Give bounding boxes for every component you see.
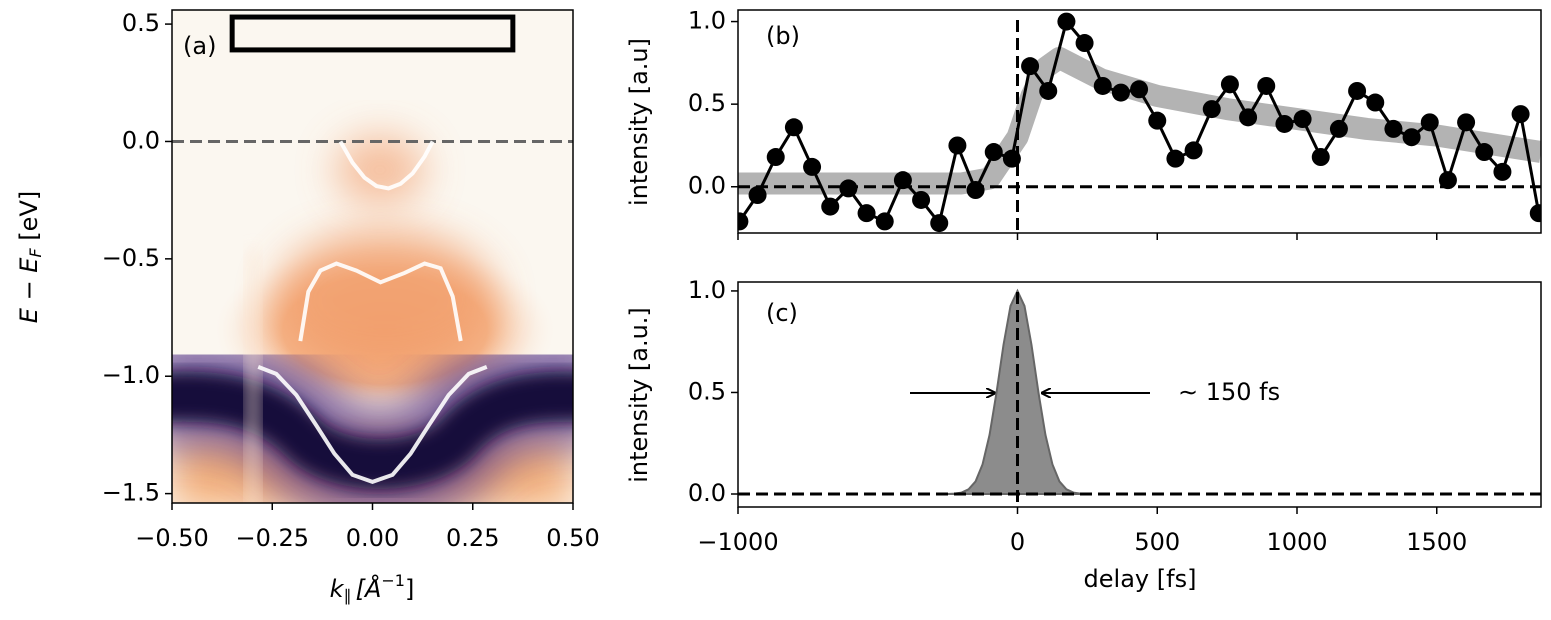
data-point — [1402, 128, 1421, 147]
y-tick-label: −0.5 — [102, 244, 160, 272]
data-point — [1093, 76, 1112, 95]
y-tick-label: 0.5 — [122, 9, 160, 37]
x-tick-label: 1000 — [1266, 528, 1327, 556]
band-curve — [338, 140, 435, 191]
x-tick-label: 0 — [1010, 528, 1025, 556]
axes-frame — [737, 9, 1542, 234]
data-point — [766, 148, 785, 167]
data-point — [1021, 57, 1040, 76]
label-part: E — [15, 307, 43, 323]
data-point — [1529, 204, 1541, 223]
data-point — [748, 186, 767, 205]
data-point — [930, 214, 949, 233]
label-part: E — [15, 257, 43, 273]
data-point — [1311, 148, 1330, 167]
data-point — [984, 143, 1003, 162]
panel-label: (a) — [183, 32, 216, 60]
data-point — [1002, 149, 1021, 168]
data-point — [1184, 141, 1203, 160]
data-point — [1130, 80, 1149, 99]
y-tick-label: −1.0 — [102, 361, 160, 389]
y-tick-label: −1.5 — [102, 479, 160, 507]
y-tick-label: 0.5 — [688, 89, 726, 117]
y-tick-label: 0.0 — [122, 126, 160, 154]
x-tick-label: 500 — [1134, 528, 1180, 556]
data-point — [1257, 76, 1276, 95]
data-point — [875, 212, 894, 231]
data-point — [857, 204, 876, 223]
data-point — [1366, 93, 1385, 112]
x-tick-label: −0.25 — [235, 524, 309, 552]
y-tick-label: 0.0 — [688, 172, 726, 200]
y-tick-label: 1.0 — [688, 7, 726, 35]
data-point — [821, 197, 840, 216]
band-curve — [257, 364, 488, 484]
data-point — [1420, 113, 1439, 132]
x-tick-label: 0.25 — [446, 524, 499, 552]
region-box — [229, 14, 516, 53]
label-part: ∥ — [344, 586, 352, 605]
data-point — [1348, 81, 1367, 100]
fit-band — [738, 46, 1541, 195]
data-point — [1166, 149, 1185, 168]
data-point — [784, 118, 803, 137]
x-tick-label: 0.00 — [346, 524, 399, 552]
x-tick-label: 0.50 — [546, 524, 599, 552]
label-part: k — [330, 575, 345, 603]
y-tick-label: 0.5 — [688, 377, 726, 405]
panel-label: (b) — [766, 22, 800, 50]
y-axis-label: intensity [a.u.] — [625, 307, 653, 483]
x-tick-label: −0.50 — [135, 524, 209, 552]
heatmap — [172, 10, 573, 503]
data-point — [1457, 113, 1476, 132]
plot-area — [738, 12, 1541, 233]
data-point — [912, 190, 931, 209]
annotation: ∼ 150 fs — [1178, 378, 1280, 406]
data-point — [1039, 81, 1058, 100]
y-axis-label: intensity [a.u] — [625, 38, 653, 206]
data-point — [1275, 114, 1294, 133]
band-curve — [298, 261, 463, 342]
data-point — [803, 157, 822, 176]
y-tick-label: 1.0 — [688, 276, 726, 304]
data-point — [839, 179, 858, 198]
panel-label: (c) — [766, 299, 798, 327]
data-point — [1148, 111, 1167, 130]
data-point — [1438, 171, 1457, 190]
y-axis-label: E − EF [eV] — [15, 191, 45, 323]
data-point — [1384, 119, 1403, 138]
data-point — [1239, 108, 1258, 127]
label-part: ] — [405, 575, 414, 603]
data-point — [1475, 143, 1494, 162]
data-point — [738, 212, 749, 231]
data-point — [1293, 110, 1312, 129]
data-point — [1493, 162, 1512, 181]
data-point — [1111, 83, 1130, 102]
data-point — [1075, 34, 1094, 53]
data-point — [948, 136, 967, 155]
x-tick-label: −1000 — [697, 528, 778, 556]
label-part: − — [15, 273, 43, 308]
x-axis-label: k∥ [Å−1] — [330, 571, 415, 605]
data-point — [1511, 105, 1530, 124]
label-part: F — [26, 248, 45, 258]
data-point — [1220, 75, 1239, 94]
data-point — [1057, 12, 1076, 31]
data-point — [1329, 119, 1348, 138]
data-point — [966, 181, 985, 200]
label-part: [eV] — [15, 191, 43, 249]
data-point — [893, 171, 912, 190]
label-part: −1 — [381, 571, 405, 590]
plot-area — [172, 14, 573, 484]
label-part: [Å — [356, 574, 382, 603]
x-tick-label: 1500 — [1406, 528, 1467, 556]
y-tick-label: 0.0 — [688, 479, 726, 507]
plot-area — [738, 288, 1541, 507]
data-point — [1202, 100, 1221, 119]
axes-frame — [737, 281, 1542, 508]
x-axis-label: delay [fs] — [1084, 565, 1197, 593]
